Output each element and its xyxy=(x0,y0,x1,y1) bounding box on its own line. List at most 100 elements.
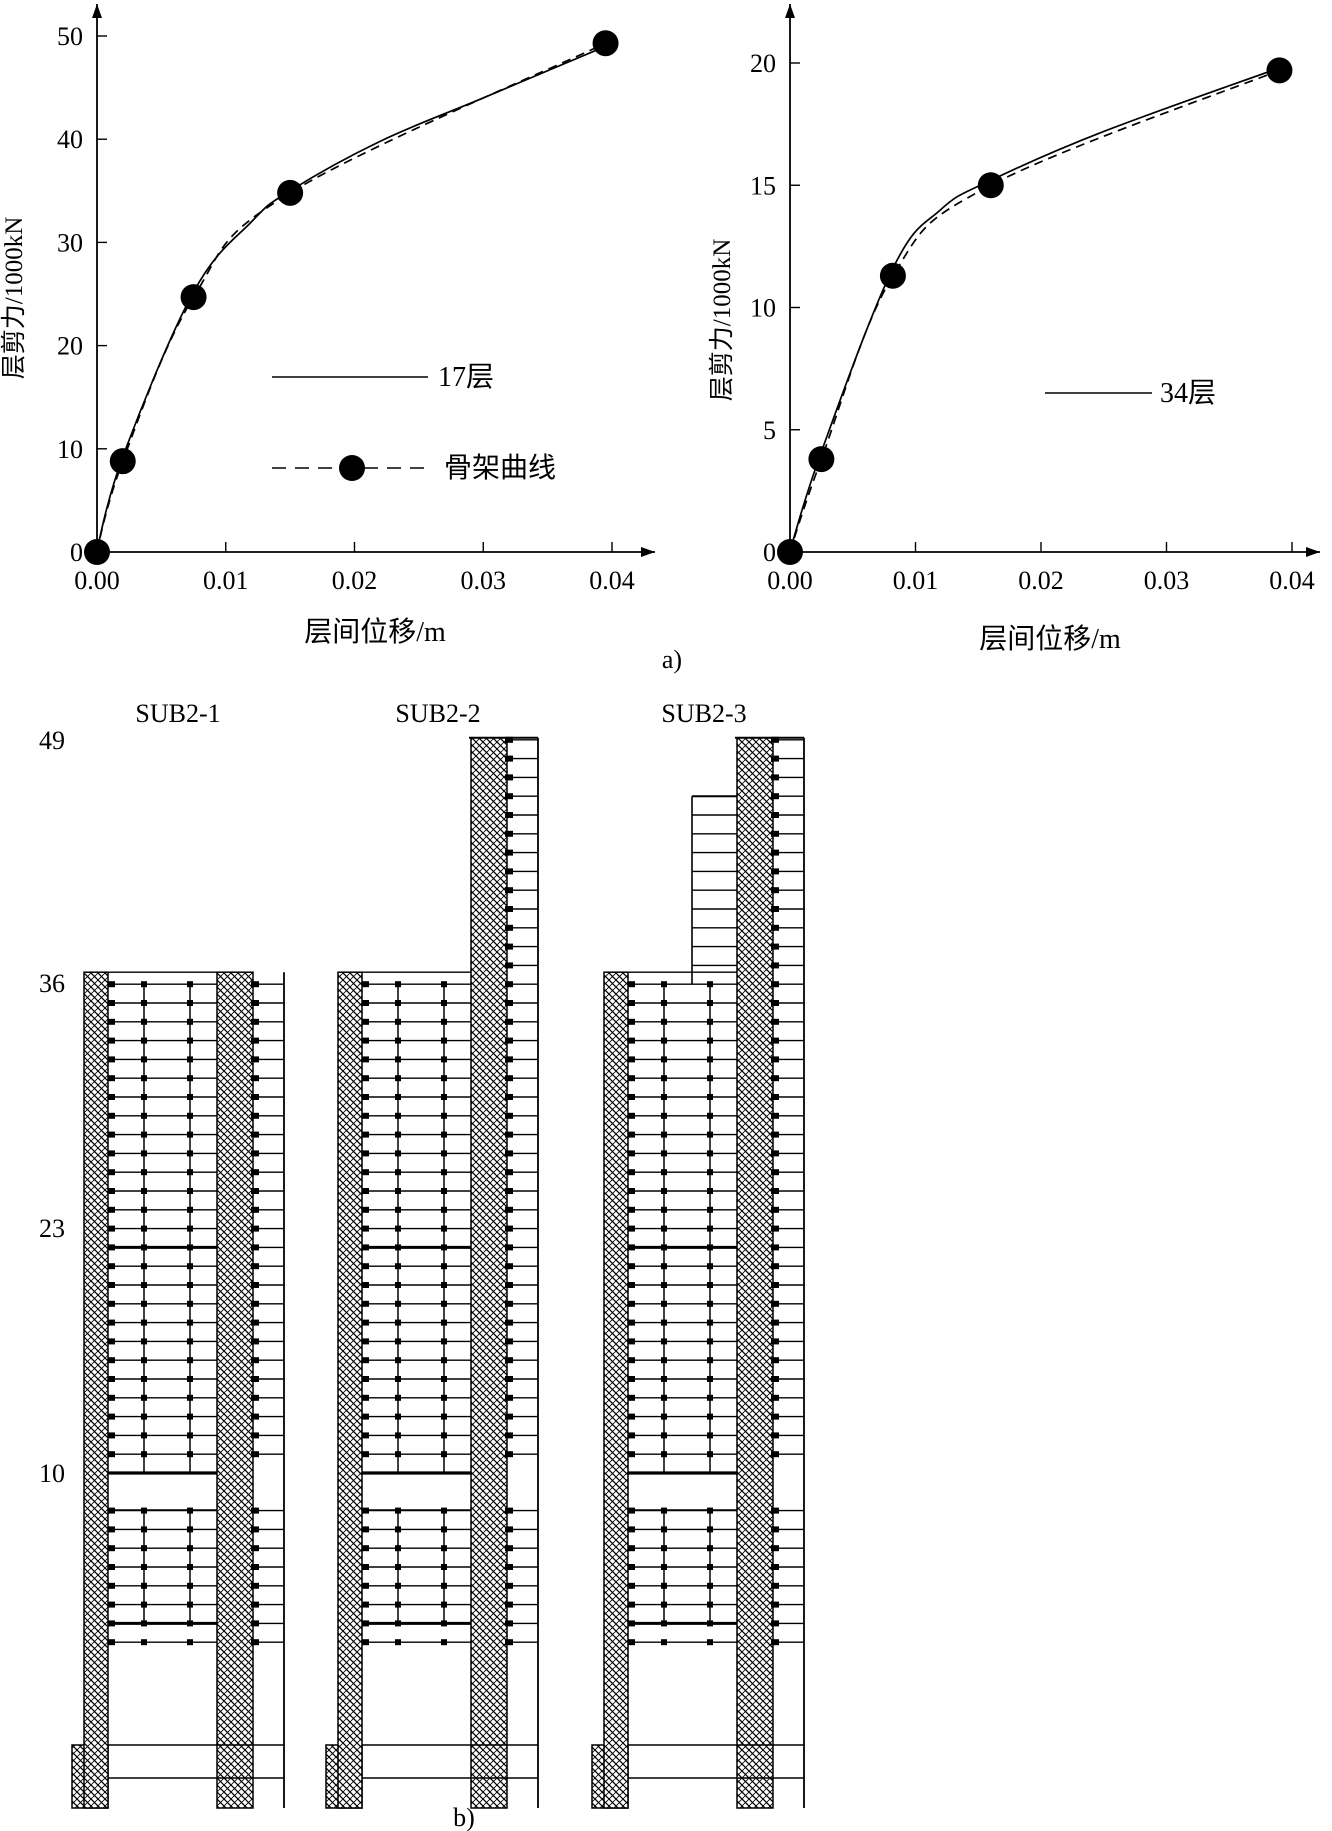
joint xyxy=(771,1564,779,1570)
joint xyxy=(505,1564,513,1570)
data-point xyxy=(84,539,110,565)
joint xyxy=(251,1620,259,1627)
joint xyxy=(108,1263,115,1270)
joint xyxy=(771,1056,779,1063)
joint xyxy=(108,1075,115,1082)
joint xyxy=(628,1564,635,1570)
joint xyxy=(251,1582,259,1589)
joint xyxy=(251,1432,259,1439)
y-tick-label: 30 xyxy=(57,228,83,257)
joint xyxy=(771,1206,779,1213)
joint xyxy=(628,1112,635,1119)
joint xyxy=(362,1639,369,1646)
joint xyxy=(771,943,779,950)
x-axis-arrow xyxy=(641,547,655,557)
joint xyxy=(505,1263,513,1270)
joint xyxy=(108,1545,115,1552)
joint xyxy=(771,1169,779,1176)
chart-17-axes xyxy=(92,4,655,557)
caption-a: a) xyxy=(662,645,682,674)
joint xyxy=(628,1018,635,1025)
joint xyxy=(771,1300,779,1307)
data-point xyxy=(977,172,1004,199)
left-column xyxy=(603,971,629,1809)
floor-label: 23 xyxy=(39,1214,65,1243)
substructure-title: SUB2-1 xyxy=(135,699,220,728)
joint xyxy=(251,981,259,988)
joint xyxy=(108,981,115,988)
joint xyxy=(251,1300,259,1307)
core-wall xyxy=(736,737,774,1809)
joint xyxy=(362,1601,369,1608)
core-wall xyxy=(470,737,508,1809)
joint xyxy=(628,1037,635,1044)
x-tick-label: 0.01 xyxy=(203,566,249,595)
x-tick-label: 0.00 xyxy=(74,566,120,595)
substructure-title: SUB2-2 xyxy=(395,699,480,728)
joint xyxy=(362,1394,369,1401)
joint xyxy=(505,774,513,781)
joint xyxy=(771,1507,779,1514)
joint xyxy=(505,962,513,969)
joint xyxy=(505,1394,513,1401)
core-wall xyxy=(216,971,254,1809)
joint xyxy=(628,1432,635,1439)
data-point xyxy=(592,30,619,57)
joint xyxy=(505,1056,513,1063)
joint xyxy=(505,1018,513,1025)
joint xyxy=(251,1601,259,1608)
joint xyxy=(771,1639,779,1646)
joint xyxy=(362,1319,369,1326)
joint xyxy=(362,1526,369,1533)
joint xyxy=(108,1413,115,1420)
data-point xyxy=(109,448,136,475)
joint xyxy=(362,1545,369,1552)
joint xyxy=(771,812,779,818)
joint xyxy=(771,1357,779,1364)
joint xyxy=(362,1376,369,1382)
joint xyxy=(187,1639,193,1646)
joint xyxy=(505,1601,513,1608)
joint xyxy=(108,1188,115,1194)
joint xyxy=(771,1432,779,1439)
joint xyxy=(505,924,513,931)
joint xyxy=(628,1582,635,1589)
joint xyxy=(108,1357,115,1364)
joint xyxy=(628,1639,635,1646)
joint xyxy=(505,849,513,856)
legend-marker xyxy=(339,455,365,481)
joint xyxy=(628,1413,635,1420)
joint xyxy=(251,1319,259,1326)
joint xyxy=(108,1432,115,1439)
joint xyxy=(141,1639,147,1646)
joint xyxy=(628,1188,635,1194)
joint xyxy=(771,1282,779,1288)
joint xyxy=(362,1056,369,1063)
x-tick-label: 0.03 xyxy=(1144,566,1190,595)
joint xyxy=(251,1037,259,1044)
chart-17-y-axis-label: 层剪力/1000kN xyxy=(0,217,28,380)
joint xyxy=(108,1319,115,1326)
x-tick-label: 0.02 xyxy=(332,566,378,595)
joint xyxy=(505,755,513,762)
joint xyxy=(362,1000,369,1006)
joint xyxy=(251,1131,259,1138)
series-skeleton-line xyxy=(96,42,606,553)
joint xyxy=(628,1357,635,1364)
joint xyxy=(628,1394,635,1401)
joint xyxy=(707,1639,713,1646)
joint xyxy=(771,1319,779,1326)
joint xyxy=(771,981,779,988)
chart-17-x-axis-label: 层间位移/m xyxy=(304,616,446,648)
joint xyxy=(771,906,779,912)
joint xyxy=(771,1620,779,1627)
joint xyxy=(362,1169,369,1176)
data-point xyxy=(777,539,803,565)
joint xyxy=(362,1112,369,1119)
joint xyxy=(362,1094,369,1100)
legend-label-34: 34层 xyxy=(1160,378,1216,409)
joint xyxy=(505,981,513,988)
joint xyxy=(771,1413,779,1420)
joint xyxy=(362,1225,369,1232)
y-tick-label: 10 xyxy=(57,435,83,464)
